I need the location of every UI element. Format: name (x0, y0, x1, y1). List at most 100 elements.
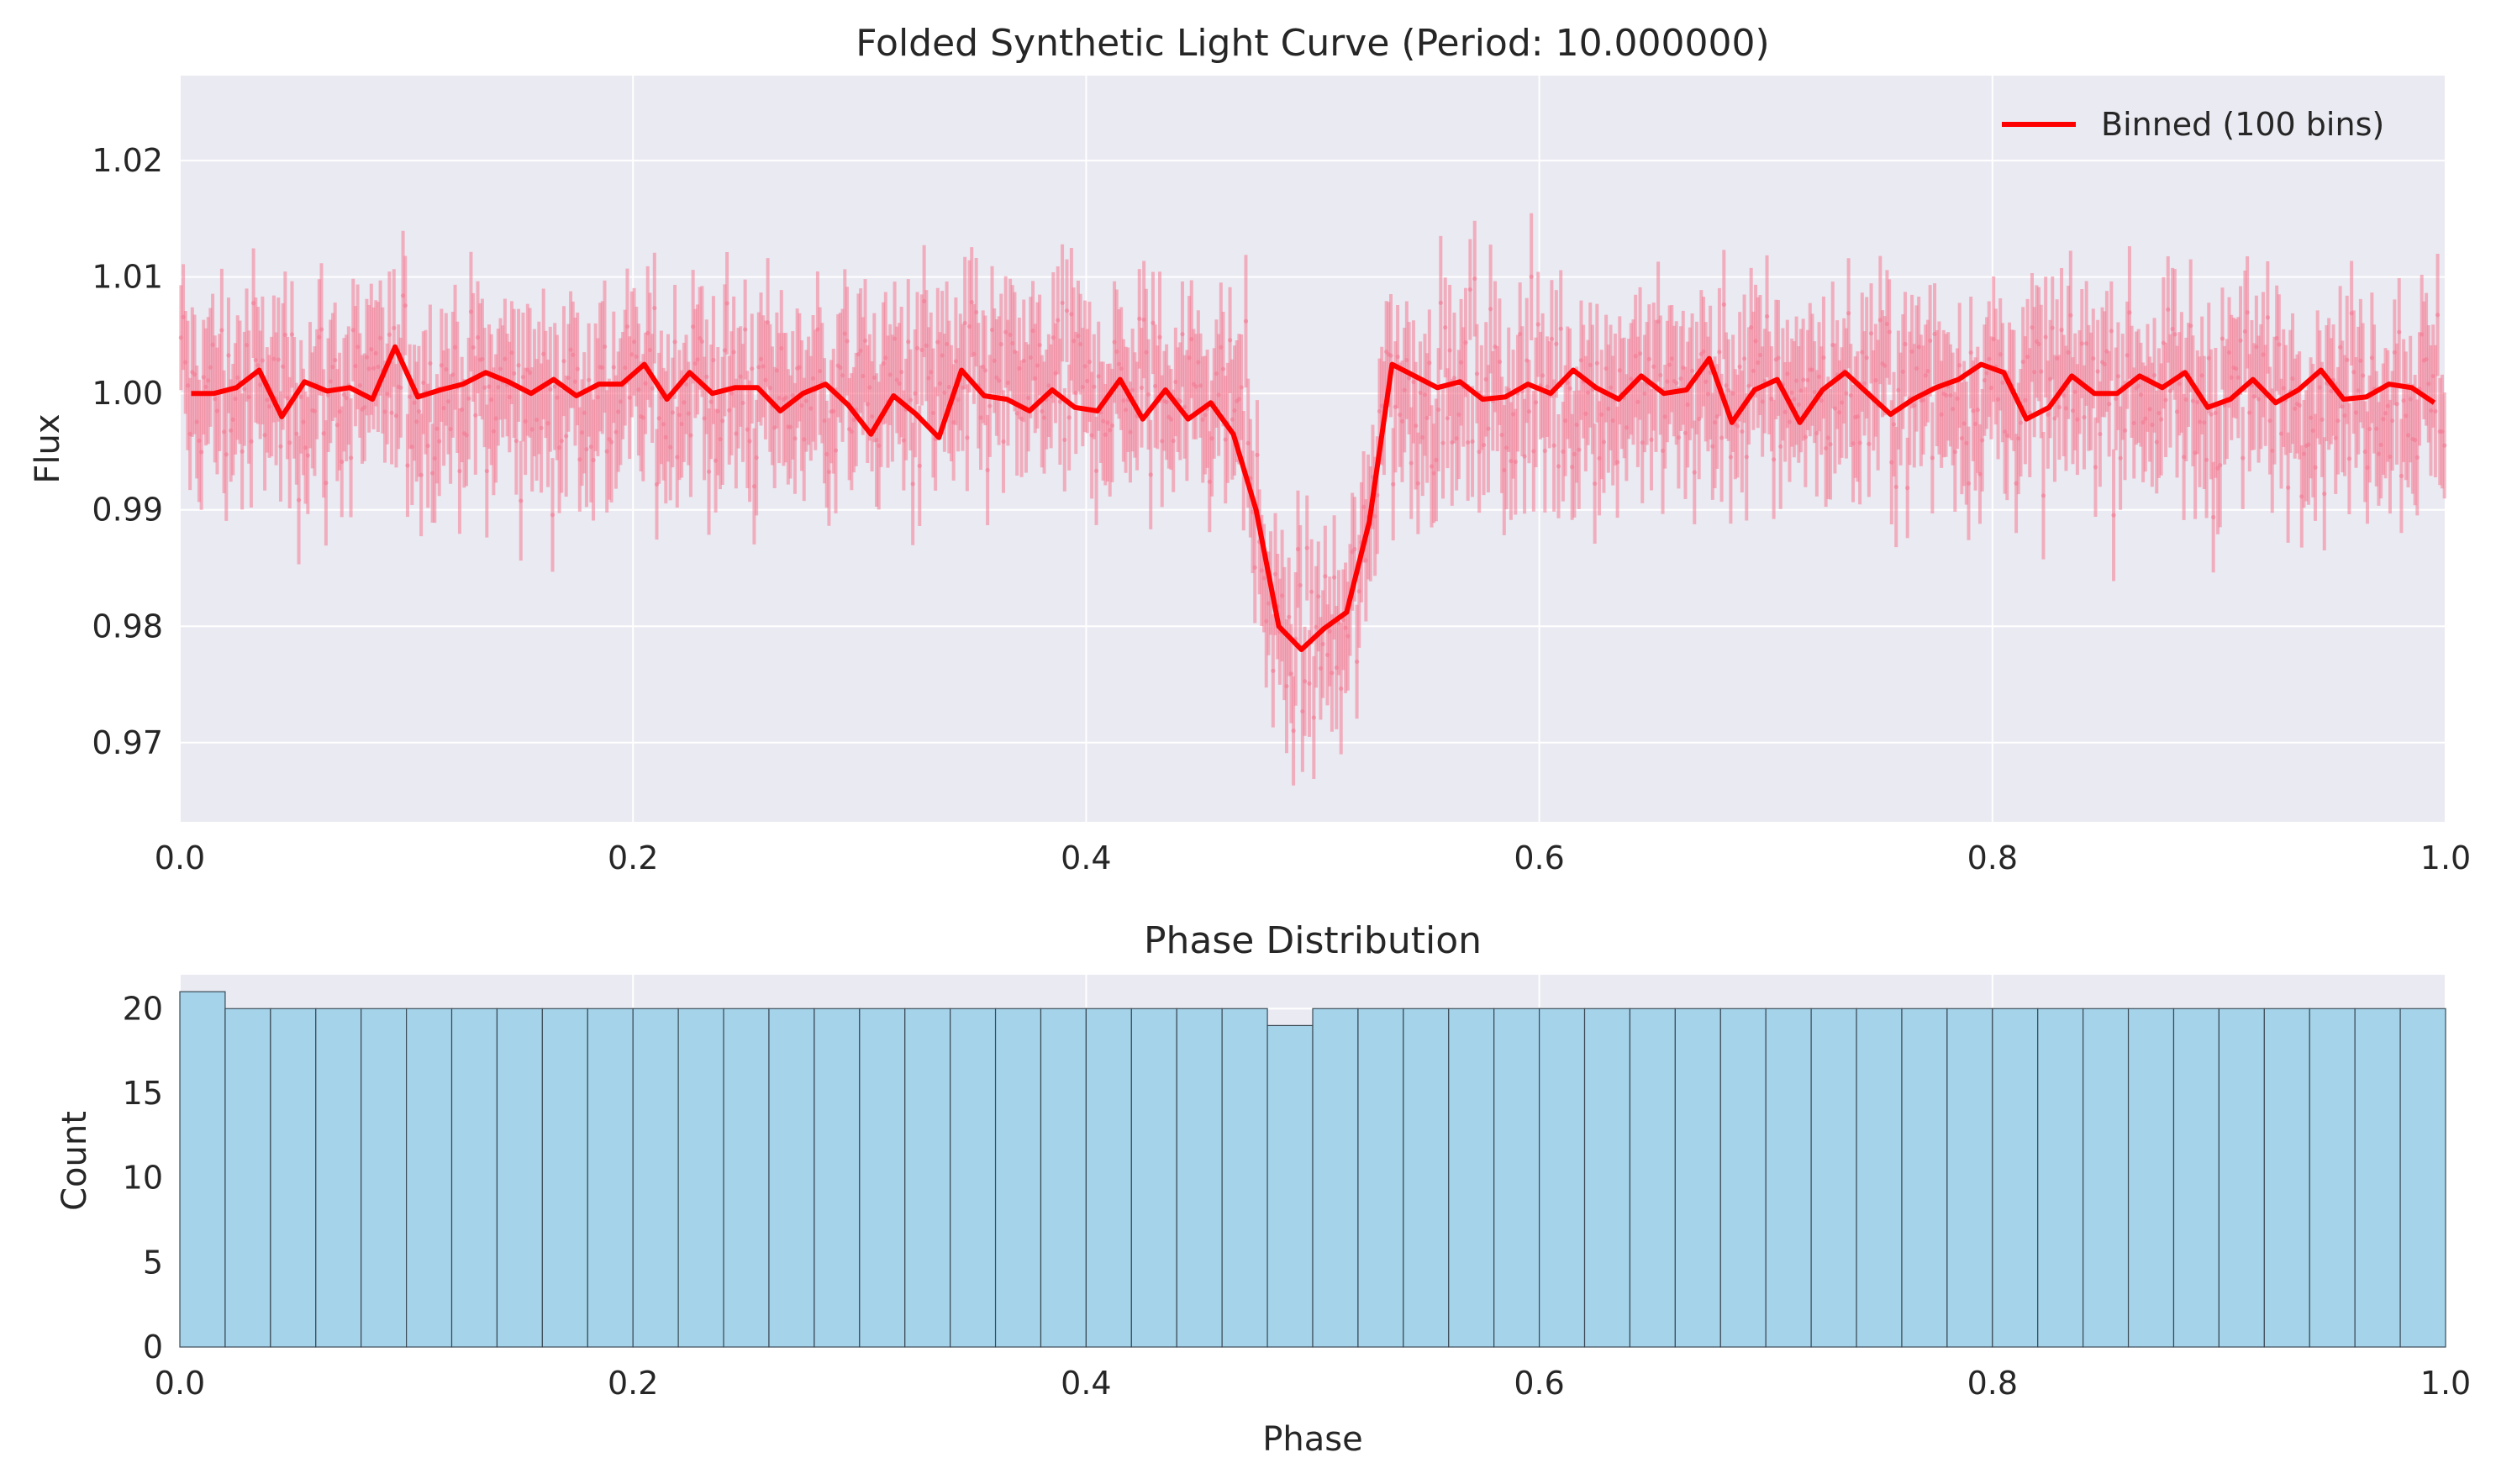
raw-point (587, 377, 592, 382)
histogram-bars (179, 991, 2446, 1348)
raw-point (1522, 454, 1527, 459)
histogram-bar (587, 1008, 634, 1348)
raw-point (1735, 424, 1740, 429)
histogram-bar (677, 1008, 724, 1348)
raw-point (1506, 387, 1511, 392)
raw-point (1470, 439, 1475, 444)
raw-point (2241, 455, 2246, 460)
histogram-bar (450, 1008, 498, 1348)
raw-point (2414, 455, 2420, 460)
raw-point (1320, 641, 1325, 647)
raw-point (1577, 447, 1582, 452)
raw-point (2041, 493, 2046, 498)
raw-point (743, 327, 748, 332)
raw-point (908, 397, 914, 403)
raw-point (2056, 404, 2062, 410)
raw-point (1291, 729, 1296, 734)
histogram-bar (2083, 1008, 2130, 1348)
raw-point (2111, 513, 2116, 518)
raw-point (1415, 481, 1420, 486)
raw-point (240, 449, 245, 454)
raw-point (2394, 402, 2399, 407)
raw-point (1332, 575, 1337, 580)
raw-point (2091, 356, 2096, 361)
histogram-bar (2127, 1008, 2175, 1348)
raw-point (2335, 418, 2341, 424)
raw-point (985, 467, 990, 473)
raw-point (389, 410, 394, 415)
legend-label-binned: Binned (100 bins) (2101, 106, 2384, 143)
histogram-bar (1901, 1008, 1948, 1348)
raw-point (1157, 334, 1162, 339)
raw-point (1451, 376, 1457, 381)
raw-point (305, 453, 310, 458)
raw-point (1488, 307, 1493, 312)
raw-point (1311, 715, 1316, 720)
raw-point (591, 457, 596, 463)
raw-point (2082, 415, 2087, 420)
raw-point (1037, 342, 1042, 348)
raw-point (2435, 313, 2441, 318)
raw-point (1513, 459, 1518, 465)
histogram-bar (1583, 1008, 1631, 1348)
raw-point (2360, 373, 2366, 378)
histogram-bar (361, 1008, 408, 1348)
raw-point (296, 497, 302, 503)
raw-point (1409, 460, 1414, 466)
raw-point (1062, 437, 1067, 442)
raw-point (1692, 470, 1697, 475)
raw-point (1721, 302, 1726, 307)
raw-point (1388, 353, 1393, 358)
raw-point (1287, 614, 1292, 619)
raw-point (1891, 422, 1897, 427)
raw-point (539, 425, 544, 430)
histogram-bar (994, 1008, 1042, 1348)
x-tick-label: 1.0 (2420, 1365, 2471, 1402)
raw-point (294, 431, 299, 436)
raw-point (1803, 434, 1808, 439)
histogram-bar (1992, 1008, 2039, 1348)
raw-point (711, 357, 716, 363)
raw-point (1674, 381, 1679, 386)
raw-point (608, 439, 614, 445)
raw-point (998, 342, 1003, 347)
raw-point (1928, 338, 1933, 344)
raw-point (1744, 455, 1749, 460)
histogram-bar (1448, 1008, 1495, 1348)
raw-point (584, 446, 589, 452)
raw-point (1864, 355, 1869, 360)
histogram-bar (1176, 1008, 1223, 1348)
raw-point (2163, 397, 2168, 403)
raw-point (1255, 452, 1260, 458)
raw-point (1466, 439, 1471, 445)
raw-point (1298, 582, 1303, 588)
light-curve-y-tick-labels: 0.97 0.98 0.99 1.00 1.01 1.02 (92, 142, 163, 761)
raw-point (2346, 456, 2352, 461)
histogram-bar (1946, 1008, 1993, 1348)
histogram-bar (224, 1008, 271, 1348)
raw-point (1375, 492, 1380, 497)
raw-point (1309, 589, 1314, 594)
raw-point (1828, 442, 1833, 447)
histogram-bar (2354, 1008, 2401, 1348)
raw-point (319, 327, 324, 332)
raw-point (1316, 594, 1321, 599)
raw-point (1171, 439, 1176, 444)
raw-point (1549, 336, 1555, 341)
binned-line (191, 344, 2436, 652)
raw-point (706, 469, 712, 474)
y-tick-label: 1.00 (92, 375, 163, 412)
histogram-bar (270, 1008, 317, 1348)
raw-point (1056, 318, 1061, 323)
histogram-x-tick-labels: 0.0 0.2 0.4 0.6 0.8 1.0 (155, 1365, 2471, 1402)
raw-point (428, 360, 433, 366)
raw-point (2172, 332, 2177, 337)
raw-point (2039, 369, 2044, 374)
raw-point (437, 439, 442, 444)
raw-point (2220, 336, 2225, 341)
raw-point (906, 339, 911, 345)
raw-point (1952, 450, 1957, 455)
raw-point (2068, 313, 2073, 318)
raw-point (1220, 366, 1226, 371)
raw-point (1092, 384, 1097, 389)
